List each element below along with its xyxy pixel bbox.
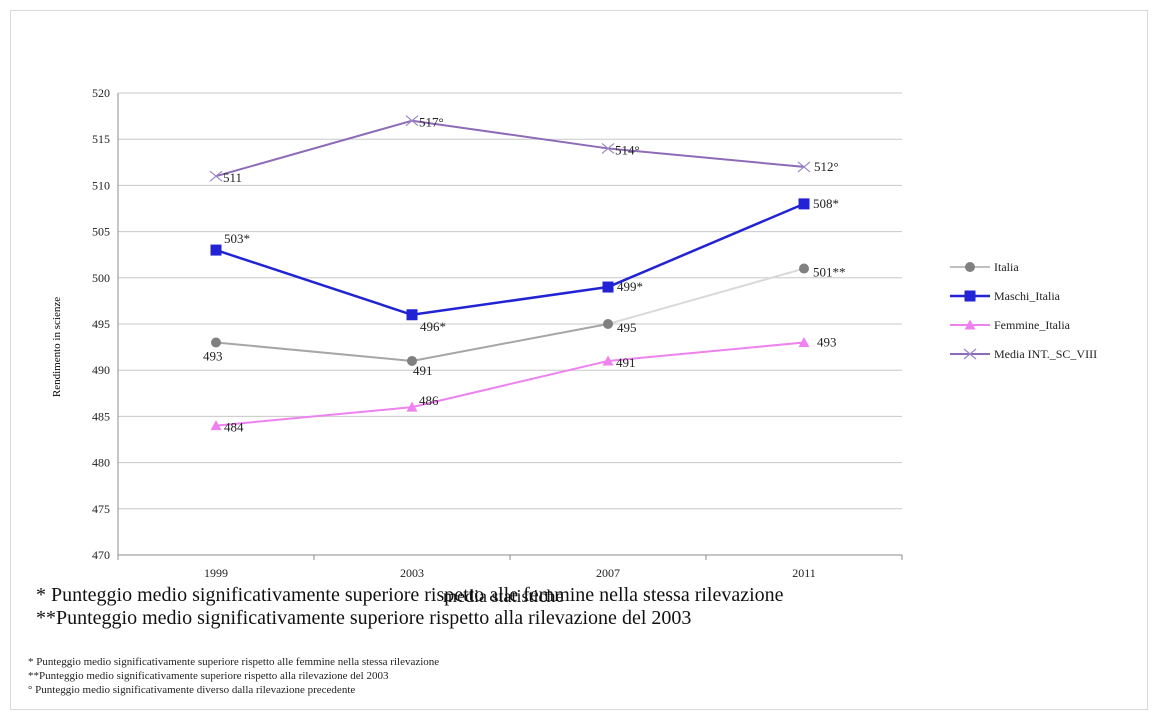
small-footnote-vs-2003: **Punteggio medio significativamente sup…: [28, 670, 389, 682]
series-maschi-italia-data-label: 496*: [420, 319, 446, 334]
series-femmine-italia-data-label: 486: [419, 393, 439, 408]
footnotes-large: * Punteggio medio significativamente sup…: [36, 584, 784, 630]
series-femmine-italia-segment: [607, 341, 805, 362]
series-italia-segment: [215, 341, 413, 362]
series-italia-segment: [411, 323, 609, 362]
legend-media-int-sc-viii-label: Media INT._SC_VIII: [994, 347, 1097, 361]
series-femmine-italia-data-label: 493: [817, 334, 837, 349]
series-maschi-italia-point: [602, 281, 614, 293]
overlapping-label: media statistiche: [443, 586, 563, 606]
series-italia-point: [799, 263, 809, 274]
y-tick-label: 520: [92, 86, 110, 100]
series-maschi-italia-segment: [215, 248, 413, 316]
series-femmine-italia-point: [210, 420, 222, 431]
marker-x-stroke: [797, 161, 811, 173]
series-media-int-sc-viii-segment: [411, 119, 609, 150]
y-tick-label: 515: [92, 132, 110, 146]
y-tick-label: 500: [92, 271, 110, 285]
y-tick-label: 480: [92, 456, 110, 470]
legend-femmine-italia-marker: [964, 319, 976, 330]
series-media-int-sc-viii-data-label: 512°: [814, 159, 839, 174]
legend-maschi-italia-marker: [964, 290, 976, 302]
series-media-int-sc-viii-data-label: 517°: [419, 115, 444, 130]
series-italia-data-label: 501**: [813, 265, 846, 280]
y-tick-label: 485: [92, 409, 110, 423]
legend-italia-label: Italia: [994, 260, 1019, 274]
legend-media-int-sc-viii-marker: [963, 348, 977, 360]
series-femmine-italia-data-label: 484: [224, 420, 244, 435]
footnotes-small: * Punteggio medio significativamente sup…: [28, 655, 439, 697]
y-tick-label: 475: [92, 502, 110, 516]
series-media-int-sc-viii-segment: [607, 147, 805, 168]
series-media-int-sc-viii-segment: [215, 119, 413, 178]
legend-italia-marker: [965, 262, 975, 272]
small-footnote-diverse: ° Punteggio medio significativamente div…: [28, 684, 356, 696]
series-femmine-italia-data-label: 491: [616, 355, 636, 370]
series-maschi-italia-data-label: 508*: [813, 196, 839, 211]
series-femmine-italia-point: [798, 336, 810, 347]
y-tick-label: 490: [92, 363, 110, 377]
legend-maschi-italia-label: Maschi_Italia: [994, 289, 1061, 303]
series-italia-segment: [607, 267, 805, 325]
footnote-significant-vs-female: * Punteggio medio significativamente sup…: [36, 584, 784, 606]
x-tick-label: 2011: [792, 566, 816, 580]
series-femmine-italia-point: [602, 355, 614, 366]
series-maschi-italia-segment: [411, 285, 609, 316]
series-italia-data-label: 491: [413, 363, 433, 378]
series-media-int-sc-viii-point: [601, 142, 615, 154]
footnote-significant-vs-2003: **Punteggio medio significativamente sup…: [36, 607, 692, 629]
marker-x-stroke: [601, 142, 615, 154]
chart-frame: [10, 10, 1148, 710]
series-maschi-italia-data-label: 503*: [224, 231, 250, 246]
x-tick-label: 2007: [596, 566, 620, 580]
small-footnote-vs-female: * Punteggio medio significativamente sup…: [28, 656, 440, 668]
series-italia-point: [407, 355, 417, 366]
series-femmine-italia-segment: [215, 406, 413, 427]
series-maschi-italia-segment: [607, 202, 805, 289]
y-tick-label: 510: [92, 178, 110, 192]
series-femmine-italia-point: [406, 401, 418, 412]
x-tick-label: 2003: [400, 566, 424, 580]
y-tick-label: 505: [92, 225, 110, 239]
series-media-int-sc-viii-data-label: 514°: [615, 142, 640, 157]
y-tick-label: 495: [92, 317, 110, 331]
series-maschi-italia-point: [210, 244, 222, 256]
series-italia-data-label: 495: [617, 320, 637, 335]
y-tick-label: 470: [92, 548, 110, 562]
marker-x-stroke: [963, 348, 977, 360]
series-italia-point: [211, 337, 221, 348]
series-italia-point: [603, 319, 613, 329]
y-axis-label: Rendimento in scienze: [51, 297, 63, 397]
series-media-int-sc-viii-point: [797, 161, 811, 173]
legend-femmine-italia-label: Femmine_Italia: [994, 318, 1071, 332]
series-maschi-italia-data-label: 499*: [617, 279, 643, 294]
series-media-int-sc-viii-data-label: 511: [223, 170, 242, 185]
x-tick-label: 1999: [204, 566, 228, 580]
marker-x-stroke: [209, 170, 223, 182]
series-media-int-sc-viii-point: [209, 170, 223, 182]
marker-x-stroke: [405, 115, 419, 127]
series-maschi-italia-point: [406, 309, 418, 321]
series-femmine-italia-segment: [411, 359, 609, 409]
series-maschi-italia-point: [798, 198, 810, 210]
series-media-int-sc-viii-point: [405, 115, 419, 127]
series-italia-data-label: 493: [203, 348, 223, 363]
